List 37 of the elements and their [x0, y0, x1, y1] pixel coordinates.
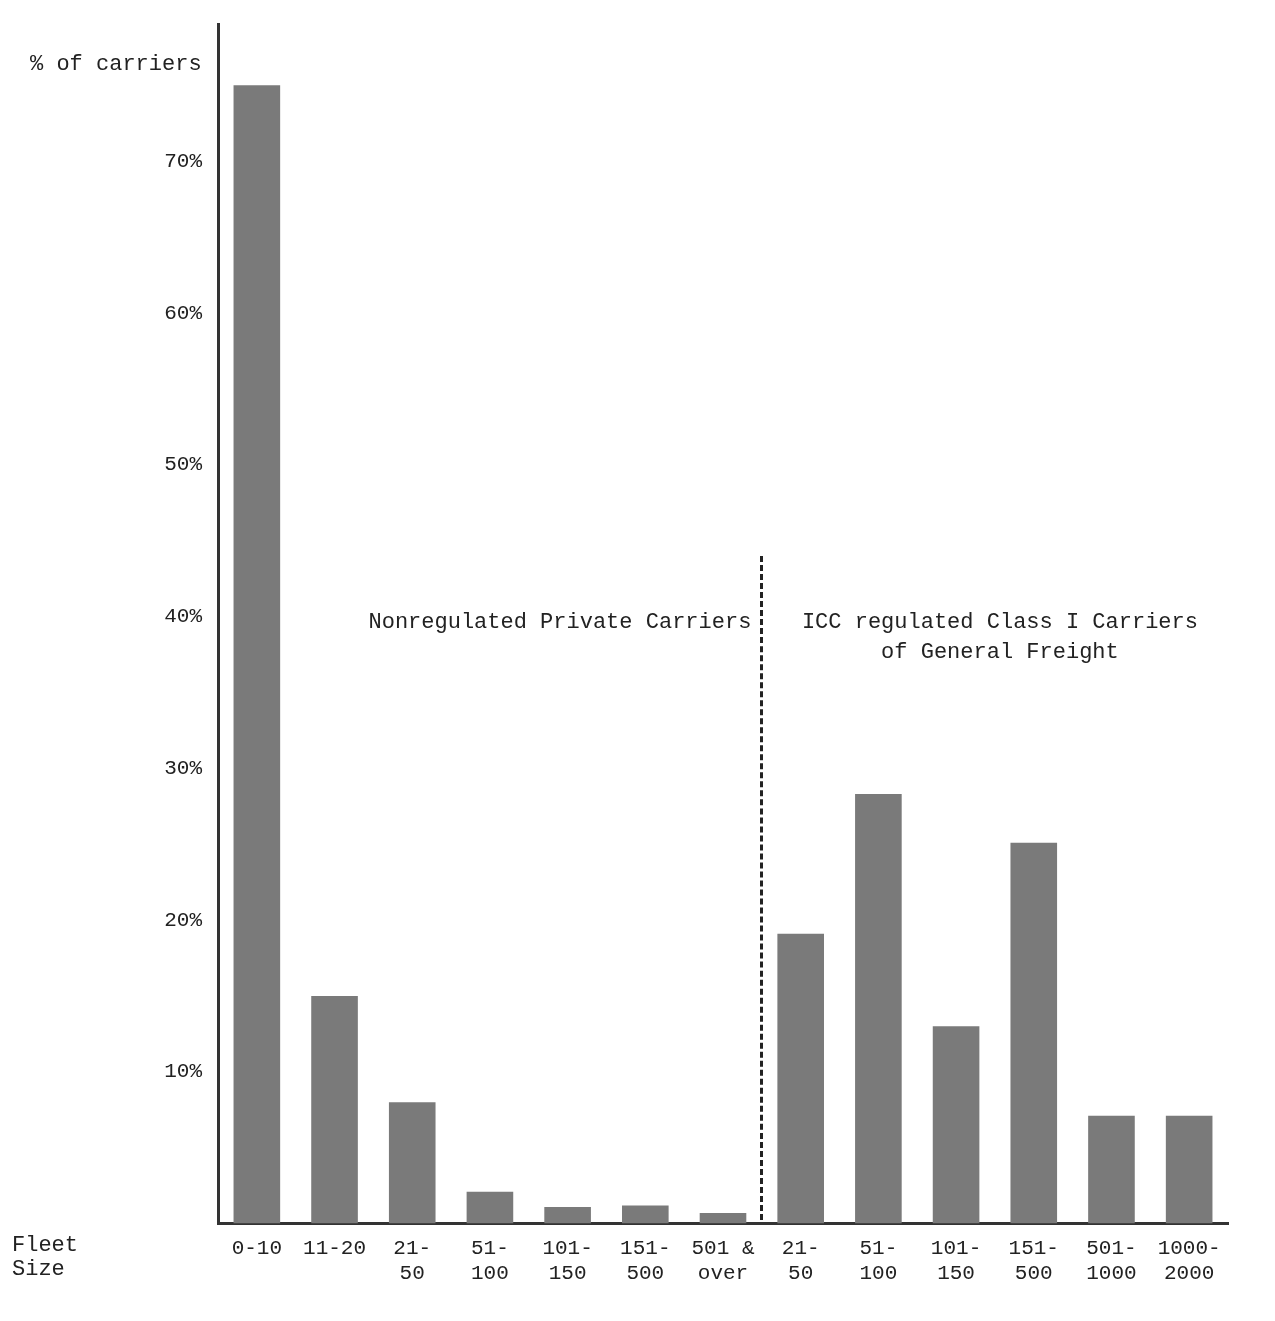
bar: [544, 1206, 591, 1224]
x-tick-label: 101- 150: [930, 1236, 982, 1285]
annotation: Nonregulated Private Carriers: [368, 610, 752, 636]
y-axis-title: % of carriers: [30, 52, 202, 78]
x-tick-label: 21- 50: [393, 1236, 432, 1285]
y-tick-label: 10%: [164, 1060, 203, 1084]
bar: [311, 995, 358, 1224]
bar: [466, 1191, 514, 1224]
x-tick-label: 0-10: [231, 1236, 283, 1260]
bar: [622, 1205, 669, 1224]
x-tick-label: 151- 500: [620, 1236, 671, 1285]
x-tick-label: 101- 150: [542, 1236, 593, 1285]
bar: [1165, 1115, 1213, 1224]
bar: [1010, 842, 1058, 1224]
x-tick-label: 21- 50: [781, 1236, 820, 1285]
y-tick-label: 20%: [164, 908, 203, 932]
bar: [932, 1026, 980, 1224]
bar: [388, 1102, 436, 1224]
annotation: ICC regulated Class I Carriers of General Freight: [801, 610, 1198, 666]
x-tick-label: 51- 100: [859, 1236, 898, 1285]
bar: [777, 933, 824, 1224]
x-tick-label: 1000- 2000: [1157, 1236, 1221, 1285]
x-tick-label: 151- 500: [1008, 1236, 1059, 1285]
x-tick-label: 11-20: [303, 1236, 367, 1260]
y-tick-label: 40%: [164, 605, 203, 629]
bar: [699, 1212, 747, 1224]
bar: [855, 794, 902, 1224]
y-tick-label: 30%: [164, 756, 203, 780]
x-tick-label: 501 & over: [691, 1236, 755, 1285]
bar: [1088, 1115, 1135, 1224]
y-tick-label: 60%: [164, 301, 203, 325]
bar: [233, 85, 281, 1224]
x-axis-title: Fleet Size: [12, 1233, 79, 1283]
y-tick-label: 50%: [164, 453, 203, 477]
y-tick-label: 70%: [164, 149, 203, 173]
x-tick-label: 51- 100: [471, 1236, 509, 1285]
x-tick-label: 501- 1000: [1086, 1236, 1137, 1285]
